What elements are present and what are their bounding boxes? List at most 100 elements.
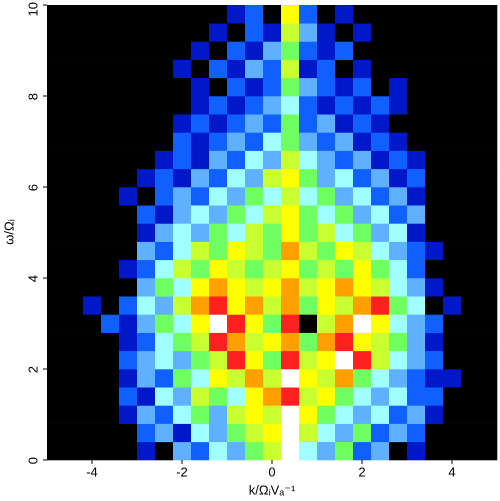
heatmap-cell [389,350,408,370]
heatmap-cell [371,278,390,297]
heatmap-cell [101,423,120,443]
heatmap-cell [443,278,462,297]
heatmap-cell [353,441,372,461]
heatmap-cell [155,132,174,151]
heatmap-cell [209,77,228,97]
heatmap-cell [65,114,84,133]
heatmap-cell [83,296,102,315]
heatmap-cell [371,423,390,443]
heatmap-cell [209,205,228,224]
heatmap-cell [173,423,192,443]
heatmap-cell [227,332,246,352]
heatmap-cell [227,23,246,42]
heatmap-cell [119,132,138,151]
heatmap-cell [281,241,300,261]
heatmap-cell [47,259,66,279]
heatmap-cell [407,259,426,279]
heatmap-cell [155,77,174,97]
heatmap-cell [425,41,444,60]
heatmap-cell [263,350,282,370]
heatmap-cell [227,296,246,315]
heatmap-cell [317,296,336,315]
heatmap-cell [209,96,228,115]
heatmap-cell [281,332,300,352]
heatmap-cell [173,241,192,261]
heatmap-cell [101,405,120,424]
heatmap-cell [299,350,318,370]
heatmap-cell [263,150,282,170]
heatmap-cell [47,150,66,170]
heatmap-cell [173,132,192,151]
heatmap-cell [155,187,174,206]
heatmap-cell [191,150,210,170]
heatmap-cell [407,168,426,188]
heatmap-cell [281,23,300,42]
heatmap-cell [173,278,192,297]
heatmap-cell [425,350,444,370]
heatmap-cell [479,23,498,42]
heatmap-cell [461,168,480,188]
heatmap-cell [47,350,66,370]
heatmap-cell [425,369,444,388]
heatmap-cell [209,5,228,24]
heatmap-cell [425,150,444,170]
heatmap-cell [47,205,66,224]
heatmap-cell [479,441,498,461]
heatmap-cell [479,205,498,224]
heatmap-cell [461,5,480,24]
heatmap-cell [65,41,84,60]
heatmap-cell [119,205,138,224]
heatmap-cell [83,150,102,170]
heatmap-cell [479,41,498,60]
heatmap-cell [155,59,174,79]
heatmap-cell [353,59,372,79]
heatmap-cell [335,41,354,60]
heatmap-cell [119,223,138,242]
heatmap-cell [299,296,318,315]
heatmap-cell [407,41,426,60]
heatmap-cell [425,405,444,424]
heatmap-cell [443,241,462,261]
heatmap-cell [461,114,480,133]
heatmap-cell [155,223,174,242]
heatmap-cell [47,387,66,406]
heatmap-cell [245,187,264,206]
heatmap-cell [335,59,354,79]
heatmap-cell [335,259,354,279]
heatmap-cell [299,223,318,242]
heatmap-cell [191,5,210,24]
heatmap-cell [353,150,372,170]
heatmap-cell [245,296,264,315]
heatmap-cell [191,187,210,206]
heatmap-cell [65,5,84,24]
heatmap-cell [47,423,66,443]
heatmap-cell [443,5,462,24]
heatmap-cell [407,23,426,42]
heatmap-cell [389,77,408,97]
heatmap-cell [173,332,192,352]
heatmap-cell [425,259,444,279]
heatmap-cell [47,441,66,461]
heatmap-cell [227,241,246,261]
heatmap-cell [137,387,156,406]
heatmap-cell [191,405,210,424]
heatmap-cell [137,168,156,188]
heatmap-cell [353,205,372,224]
heatmap-cell [407,423,426,443]
heatmap-cell [137,314,156,333]
heatmap-cell [389,168,408,188]
heatmap-cell [191,350,210,370]
heatmap-cell [353,296,372,315]
heatmap-cell [389,423,408,443]
heatmap-cell [191,114,210,133]
heatmap-cell [209,387,228,406]
heatmap-cell [227,369,246,388]
y-tick-label: 4 [25,275,40,282]
heatmap-cell [299,23,318,42]
heatmap-cell [371,5,390,24]
heatmap-cell [209,369,228,388]
heatmap-cell [65,350,84,370]
y-tick-label: 8 [25,93,40,100]
heatmap-cell [425,5,444,24]
heatmap-cell [83,114,102,133]
